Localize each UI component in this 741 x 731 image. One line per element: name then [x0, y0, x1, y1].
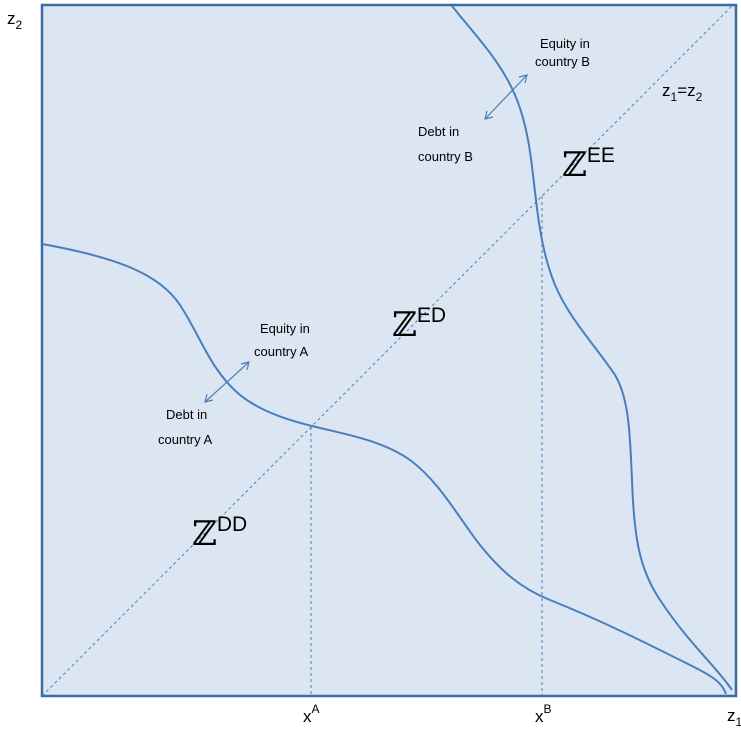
equity-a-line1: Equity in [260, 321, 310, 336]
region-label-ed: ℤED [392, 304, 446, 345]
equity-b-line1: Equity in [540, 36, 590, 51]
equity-b-line2: country B [535, 54, 590, 69]
diagonal-label: z1=z2 [662, 81, 703, 104]
y-axis-label: z2 [7, 9, 23, 32]
region-label-dd: ℤDD [192, 513, 247, 554]
arrow-country-a [204, 361, 250, 403]
debt-a-line1: Debt in [166, 407, 207, 422]
tick-xb: xB [535, 702, 552, 726]
debt-a-line2: country A [158, 432, 213, 447]
debt-b-line1: Debt in [418, 124, 459, 139]
arrow-country-b [484, 74, 528, 120]
curve-country-a [41, 243, 727, 695]
debt-b-line2: country B [418, 149, 473, 164]
equity-a-line2: country A [254, 344, 309, 359]
tick-xa: xA [303, 702, 320, 726]
diagonal-line [41, 5, 733, 697]
region-label-ee: ℤEE [562, 144, 615, 185]
x-axis-label: z1 [727, 706, 741, 729]
curve-country-b [451, 5, 733, 691]
